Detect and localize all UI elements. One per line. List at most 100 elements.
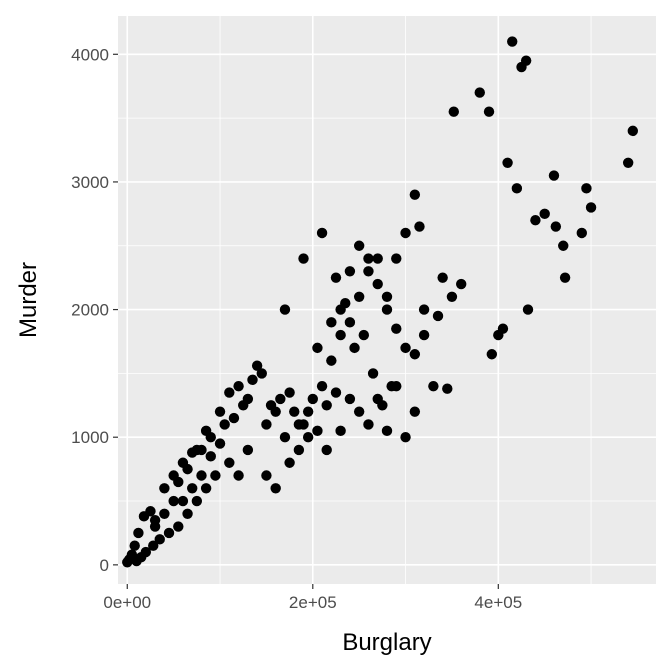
data-point	[585, 202, 597, 213]
data-point	[530, 215, 541, 226]
data-point	[293, 444, 305, 456]
data-point	[432, 310, 444, 322]
data-point	[182, 508, 193, 519]
data-point	[358, 329, 370, 341]
data-point	[486, 349, 498, 360]
data-point	[302, 432, 314, 443]
data-point	[233, 470, 244, 481]
data-point	[224, 387, 235, 398]
data-point	[559, 272, 571, 283]
data-point	[163, 527, 175, 539]
data-point	[298, 253, 309, 264]
data-point	[581, 183, 592, 194]
data-point	[627, 125, 639, 137]
data-point	[363, 266, 374, 277]
data-point	[335, 304, 346, 315]
data-point	[154, 534, 165, 545]
data-point	[335, 425, 346, 437]
data-point	[381, 425, 393, 437]
x-axis: 0e+00 2e+05 4e+05	[103, 584, 522, 612]
data-point	[214, 438, 226, 449]
data-point	[381, 304, 393, 315]
major-gridlines	[118, 16, 656, 584]
data-point	[381, 291, 393, 303]
data-point	[200, 425, 212, 437]
data-point	[233, 380, 244, 392]
data-point	[400, 227, 411, 239]
data-point	[326, 317, 337, 328]
data-point	[284, 457, 295, 468]
data-point	[270, 483, 281, 494]
y-tick-label: 4000	[71, 45, 109, 64]
data-point	[133, 527, 144, 539]
data-point	[363, 253, 374, 264]
data-point	[391, 380, 402, 392]
data-point	[550, 221, 562, 232]
data-point	[349, 342, 360, 354]
y-axis: 0 1000 2000 3000 4000	[71, 45, 118, 575]
data-point	[316, 227, 328, 239]
data-point	[228, 412, 240, 424]
data-point	[279, 432, 291, 443]
data-point	[205, 451, 216, 462]
minor-gridlines	[118, 16, 656, 584]
data-point	[238, 400, 249, 411]
data-point	[330, 387, 342, 398]
data-point	[312, 342, 323, 354]
data-point	[219, 419, 230, 430]
x-tick-label: 0e+00	[103, 593, 151, 612]
data-point	[446, 291, 458, 303]
data-point	[539, 208, 550, 220]
data-point	[520, 55, 532, 66]
data-point	[284, 387, 295, 398]
data-points	[122, 36, 639, 568]
data-point	[372, 393, 383, 405]
data-point	[335, 329, 346, 341]
data-point	[316, 380, 328, 392]
data-point	[196, 470, 207, 481]
data-point	[344, 393, 356, 405]
data-point	[353, 291, 365, 303]
data-point	[483, 106, 495, 117]
data-point	[372, 253, 383, 264]
data-point	[330, 272, 342, 283]
data-point	[261, 419, 272, 430]
data-point	[173, 521, 184, 532]
data-point	[414, 221, 425, 232]
data-point	[391, 323, 402, 334]
data-point	[131, 555, 142, 567]
data-point	[129, 540, 140, 551]
data-point	[187, 483, 198, 494]
data-point	[247, 374, 258, 385]
data-point	[442, 383, 453, 394]
data-point	[312, 425, 323, 437]
data-point	[326, 355, 337, 366]
data-point	[210, 470, 221, 481]
data-point	[428, 380, 439, 392]
data-point	[353, 406, 365, 417]
data-point	[265, 400, 277, 411]
data-point	[251, 360, 263, 371]
y-tick-label: 1000	[71, 428, 109, 447]
x-tick-label: 4e+05	[474, 593, 522, 612]
y-tick-label: 2000	[71, 301, 109, 320]
data-point	[409, 406, 421, 417]
data-point	[159, 508, 170, 519]
data-point	[344, 317, 356, 328]
data-point	[353, 240, 365, 251]
data-point	[191, 444, 203, 456]
data-point	[148, 540, 159, 551]
y-axis-title: Murder	[15, 262, 42, 338]
data-point	[302, 406, 314, 417]
data-point	[321, 400, 332, 411]
data-point	[293, 419, 305, 430]
data-point	[191, 495, 203, 507]
data-point	[275, 393, 286, 405]
data-point	[182, 463, 193, 475]
data-point	[522, 304, 534, 315]
data-point	[367, 368, 379, 379]
y-tick-label: 0	[100, 556, 109, 575]
data-point	[622, 157, 634, 168]
data-point	[497, 323, 509, 334]
data-point	[363, 419, 374, 430]
